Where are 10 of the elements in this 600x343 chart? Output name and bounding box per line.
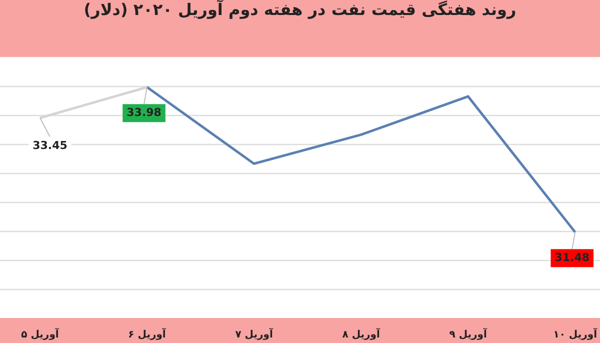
x-tick-label: ۹ آوریل: [449, 328, 488, 341]
data-label: 33.98: [126, 106, 162, 120]
x-tick-label: ۸ آوریل: [342, 328, 380, 341]
x-tick-label: ۵ آوریل: [21, 328, 60, 341]
chart-title: روند هفتگی قیمت نفت در هفته دوم آوریل ۲۰۲۰ (دلار): [82, 0, 518, 21]
data-label: 31.48: [554, 251, 590, 264]
x-tick-label: ۶ آوریل: [128, 328, 166, 341]
x-tick-label: ۷ آوریل: [235, 328, 274, 341]
data-label: 33.45: [32, 138, 68, 152]
x-tick-label: ۱۰ آوریل: [553, 328, 598, 341]
